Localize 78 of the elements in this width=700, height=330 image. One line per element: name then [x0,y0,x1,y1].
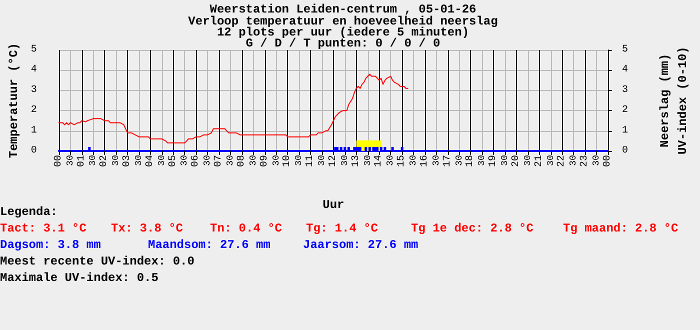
x-tick-label: 04 [144,155,156,168]
x-tick-label: 30 [88,155,98,166]
y-tick-label: 0 [30,146,37,156]
chart-subtitle: Verloop temperatuur en hoeveelheid neerslag 12 plots per uur (iedere 5 minuten) G / D / T punten: 0 / 0 / 0 [188,14,498,50]
x-tick-label: 12 [328,155,339,168]
x-tick-label: 07 [214,155,225,168]
y2-tick-label: 3 [622,84,628,96]
x-tick-label: 05 [168,155,179,168]
x-tick-label: 00 [53,155,64,168]
x-tick-label: 14 [374,155,385,168]
x-tick-label: 30 [500,155,510,166]
x-tick-label: 13 [350,155,362,168]
x-tick-label: 30 [592,155,602,166]
x-tick-label: 06 [190,155,202,168]
x-tick-label: 30 [386,155,396,166]
x-tick-label: 30 [248,155,258,166]
y2-tick-label: 1 [622,125,628,136]
y-tick-label: 4 [30,64,37,76]
text: Meest recente UV-index: 0.0 [0,254,194,268]
text: Maximale UV-index: 0.5 [0,271,158,285]
y2-tick-label: 4 [622,64,628,76]
x-tick-label: 30 [477,155,488,166]
x-tick-label: 30 [156,155,167,166]
x-tick-label: 20 [510,155,522,168]
x-tick-label: 30 [431,155,442,166]
x-axis-title: Uur [322,198,344,212]
x-tick-label: 00 [602,155,614,168]
text: Tact: 3.1 °C [0,222,86,236]
x-tick-label: 17 [442,155,454,168]
y-tick-label: 1 [30,125,37,136]
x-tick-label: 30 [65,155,76,166]
x-tick-label: 30 [180,155,190,166]
x-tick-label: 30 [568,155,579,166]
x-tick-label: 30 [317,155,328,166]
x-tick-label: 09 [259,155,270,168]
x-tick-label: 30 [294,155,304,166]
x-tick-label: 30 [546,155,556,166]
x-tick-label: 23 [580,155,591,168]
x-tick-label: 08 [236,155,248,168]
x-tick-label: 02 [99,155,110,168]
text: Tx: 3.8 °C [111,222,184,236]
x-tick-label: 19 [488,155,500,168]
x-tick-label: 21 [534,155,545,168]
x-tick-label: 30 [340,155,350,166]
x-tick-label: 03 [122,155,134,168]
y-axis-title: Temperatuur (°C) [7,42,21,158]
text: Maandsom: 27.6 mm [148,238,270,252]
y-tick-label: 3 [30,84,37,96]
x-tick-label: 30 [202,155,213,166]
text: Legenda: [0,205,58,219]
y2-tick-label: 5 [622,44,628,56]
x-tick-label: 22 [556,155,568,168]
y2-axis-title: Neerslag (mm) UV-index (0-10) [658,46,690,155]
text: Dagsom: 3.8 mm [0,238,101,252]
text: Tn: 0.4 °C [210,222,282,236]
x-tick-label: 30 [522,155,533,166]
x-tick-label: 30 [111,155,122,166]
text: Jaarsom: 27.6 mm [303,238,418,252]
x-tick-label: 01 [76,155,88,168]
text: Tg maand: 2.8 °C [563,222,678,236]
x-tick-label: 10 [282,155,294,168]
y2-tick-label: 2 [622,105,628,116]
x-tick-label: 16 [419,155,430,168]
x-tick-label: 30 [225,155,236,166]
y-tick-label: 2 [30,105,37,116]
x-tick-label: 15 [396,155,408,168]
x-tick-label: 30 [454,155,464,166]
y-tick-label: 5 [30,44,37,56]
x-tick-label: 30 [362,155,373,166]
y2-tick-label: 0 [622,146,628,156]
chart-title: Weerstation Leiden-centrum , 05-01-26 [210,2,476,16]
x-tick-label: 30 [408,155,419,166]
x-tick-label: 18 [465,155,476,168]
text: Tg: 1.4 °C [306,222,378,236]
x-tick-label: 30 [271,155,282,166]
x-tick-label: 11 [305,155,316,168]
x-tick-label: 30 [134,155,144,166]
text: Tg 1e dec: 2.8 °C [411,222,534,236]
